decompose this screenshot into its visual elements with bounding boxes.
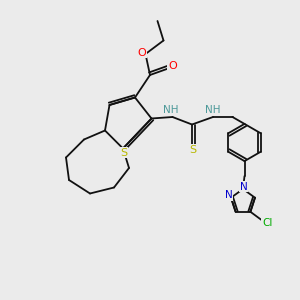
- Text: O: O: [137, 47, 146, 58]
- Text: N: N: [225, 190, 232, 200]
- Text: N: N: [240, 182, 248, 192]
- Text: Cl: Cl: [262, 218, 272, 228]
- Text: S: S: [189, 145, 196, 155]
- Text: O: O: [168, 61, 177, 71]
- Text: NH: NH: [205, 105, 220, 116]
- Text: NH: NH: [163, 105, 179, 116]
- Text: S: S: [120, 148, 127, 158]
